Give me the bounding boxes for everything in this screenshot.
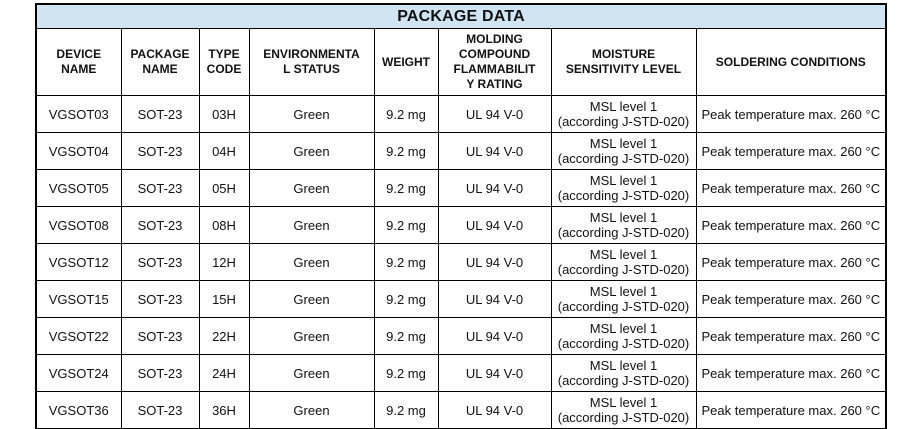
environmental-status-cell: Green	[248, 243, 375, 281]
environmental-status-cell: Green	[248, 169, 375, 207]
weight-cell: 9.2 mg	[373, 354, 439, 392]
weight-cell: 9.2 mg	[373, 206, 439, 244]
soldering-cell: Peak temperature max. 260 °C	[695, 132, 887, 170]
table-row: VGSOT24 SOT-23 24H Green 9.2 mg UL 94 V-…	[35, 354, 887, 392]
msl-cell: MSL level 1 (according J-STD-020)	[550, 317, 697, 355]
soldering-cell: Peak temperature max. 260 °C	[695, 243, 887, 281]
flammability-cell: UL 94 V-0	[437, 280, 552, 318]
header-row: DEVICE NAME PACKAGE NAME TYPE CODE ENVIR…	[35, 28, 887, 96]
package-name-cell: SOT-23	[120, 206, 200, 244]
device-name-cell: VGSOT36	[35, 391, 122, 429]
flammability-cell: UL 94 V-0	[437, 206, 552, 244]
flammability-cell: UL 94 V-0	[437, 95, 552, 133]
flammability-cell: UL 94 V-0	[437, 169, 552, 207]
flammability-cell: UL 94 V-0	[437, 354, 552, 392]
environmental-status-cell: Green	[248, 95, 375, 133]
table-row: VGSOT04 SOT-23 04H Green 9.2 mg UL 94 V-…	[35, 132, 887, 170]
package-name-cell: SOT-23	[120, 391, 200, 429]
soldering-cell: Peak temperature max. 260 °C	[695, 169, 887, 207]
table-row: VGSOT15 SOT-23 15H Green 9.2 mg UL 94 V-…	[35, 280, 887, 318]
device-name-cell: VGSOT15	[35, 280, 122, 318]
type-code-cell: 22H	[198, 317, 250, 355]
weight-cell: 9.2 mg	[373, 169, 439, 207]
type-code-cell: 12H	[198, 243, 250, 281]
soldering-cell: Peak temperature max. 260 °C	[695, 354, 887, 392]
package-data-grid: PACKAGE DATA DEVICE NAME PACKAGE NAME TY…	[35, 3, 888, 429]
device-name-cell: VGSOT08	[35, 206, 122, 244]
device-name-cell: VGSOT03	[35, 95, 122, 133]
table-row: VGSOT05 SOT-23 05H Green 9.2 mg UL 94 V-…	[35, 169, 887, 207]
table-row: VGSOT22 SOT-23 22H Green 9.2 mg UL 94 V-…	[35, 317, 887, 355]
col-header-environmental-status: ENVIRONMENTA L STATUS	[248, 28, 375, 96]
environmental-status-cell: Green	[248, 317, 375, 355]
package-name-cell: SOT-23	[120, 243, 200, 281]
weight-cell: 9.2 mg	[373, 391, 439, 429]
col-header-moisture-sensitivity: MOISTURE SENSITIVITY LEVEL	[550, 28, 697, 96]
package-name-cell: SOT-23	[120, 280, 200, 318]
weight-cell: 9.2 mg	[373, 95, 439, 133]
table-row: VGSOT36 SOT-23 36H Green 9.2 mg UL 94 V-…	[35, 391, 887, 429]
soldering-cell: Peak temperature max. 260 °C	[695, 391, 887, 429]
package-name-cell: SOT-23	[120, 317, 200, 355]
type-code-cell: 36H	[198, 391, 250, 429]
environmental-status-cell: Green	[248, 132, 375, 170]
package-data-table: PACKAGE DATA DEVICE NAME PACKAGE NAME TY…	[35, 3, 888, 429]
package-name-cell: SOT-23	[120, 169, 200, 207]
msl-cell: MSL level 1 (according J-STD-020)	[550, 243, 697, 281]
col-header-device-name: DEVICE NAME	[35, 28, 122, 96]
environmental-status-cell: Green	[248, 206, 375, 244]
col-header-flammability-rating: MOLDING COMPOUND FLAMMABILIT Y RATING	[437, 28, 552, 96]
col-header-soldering-conditions: SOLDERING CONDITIONS	[695, 28, 887, 96]
weight-cell: 9.2 mg	[373, 243, 439, 281]
device-name-cell: VGSOT04	[35, 132, 122, 170]
soldering-cell: Peak temperature max. 260 °C	[695, 317, 887, 355]
msl-cell: MSL level 1 (according J-STD-020)	[550, 95, 697, 133]
msl-cell: MSL level 1 (according J-STD-020)	[550, 206, 697, 244]
msl-cell: MSL level 1 (according J-STD-020)	[550, 169, 697, 207]
soldering-cell: Peak temperature max. 260 °C	[695, 280, 887, 318]
soldering-cell: Peak temperature max. 260 °C	[695, 95, 887, 133]
package-name-cell: SOT-23	[120, 95, 200, 133]
table-row: VGSOT12 SOT-23 12H Green 9.2 mg UL 94 V-…	[35, 243, 887, 281]
flammability-cell: UL 94 V-0	[437, 243, 552, 281]
package-name-cell: SOT-23	[120, 132, 200, 170]
type-code-cell: 04H	[198, 132, 250, 170]
type-code-cell: 03H	[198, 95, 250, 133]
flammability-cell: UL 94 V-0	[437, 391, 552, 429]
table-row: VGSOT08 SOT-23 08H Green 9.2 mg UL 94 V-…	[35, 206, 887, 244]
type-code-cell: 15H	[198, 280, 250, 318]
type-code-cell: 05H	[198, 169, 250, 207]
msl-cell: MSL level 1 (according J-STD-020)	[550, 280, 697, 318]
col-header-type-code: TYPE CODE	[198, 28, 250, 96]
package-name-cell: SOT-23	[120, 354, 200, 392]
table-title: PACKAGE DATA	[35, 3, 887, 29]
title-band-row: PACKAGE DATA	[35, 3, 887, 29]
table-row: VGSOT03 SOT-23 03H Green 9.2 mg UL 94 V-…	[35, 95, 887, 133]
device-name-cell: VGSOT24	[35, 354, 122, 392]
device-name-cell: VGSOT05	[35, 169, 122, 207]
soldering-cell: Peak temperature max. 260 °C	[695, 206, 887, 244]
environmental-status-cell: Green	[248, 391, 375, 429]
environmental-status-cell: Green	[248, 280, 375, 318]
flammability-cell: UL 94 V-0	[437, 132, 552, 170]
col-header-weight: WEIGHT	[373, 28, 439, 96]
msl-cell: MSL level 1 (according J-STD-020)	[550, 391, 697, 429]
weight-cell: 9.2 mg	[373, 280, 439, 318]
type-code-cell: 08H	[198, 206, 250, 244]
col-header-package-name: PACKAGE NAME	[120, 28, 200, 96]
type-code-cell: 24H	[198, 354, 250, 392]
weight-cell: 9.2 mg	[373, 132, 439, 170]
flammability-cell: UL 94 V-0	[437, 317, 552, 355]
device-name-cell: VGSOT12	[35, 243, 122, 281]
device-name-cell: VGSOT22	[35, 317, 122, 355]
environmental-status-cell: Green	[248, 354, 375, 392]
msl-cell: MSL level 1 (according J-STD-020)	[550, 132, 697, 170]
weight-cell: 9.2 mg	[373, 317, 439, 355]
msl-cell: MSL level 1 (according J-STD-020)	[550, 354, 697, 392]
